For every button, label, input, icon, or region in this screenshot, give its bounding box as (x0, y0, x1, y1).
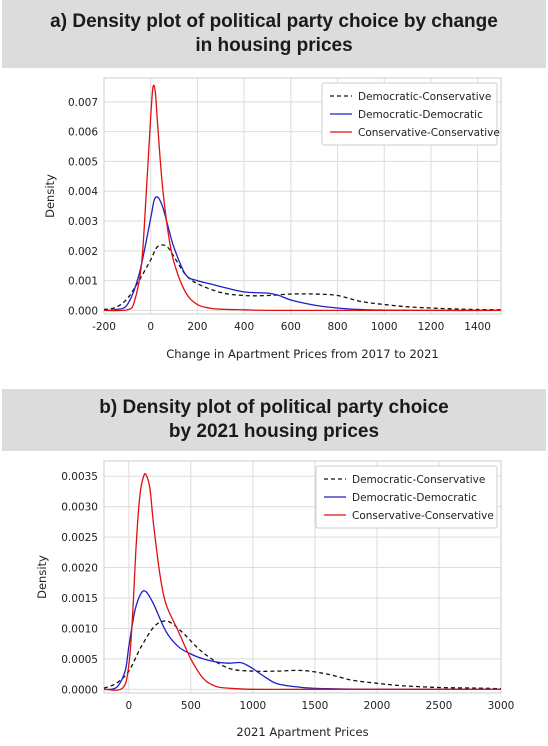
plot-frame (103, 460, 502, 694)
legend-label-2: Democratic-Democratic (352, 492, 477, 504)
legend: Democratic-Conservative Democratic-Democr… (315, 465, 498, 529)
x-axis-label: 2021 Apartment Prices (236, 725, 368, 739)
y-tick-label: 0.0000 (61, 684, 98, 696)
y-tick-label: 0.0035 (61, 471, 98, 483)
chart-b-title-line-1: b) Density plot of political party choic… (99, 397, 449, 418)
y-tick-label: 0.002 (68, 246, 98, 258)
x-tick-label: 1200 (418, 321, 445, 333)
x-tick-label: 3000 (488, 700, 515, 712)
x-tick-label: 400 (234, 321, 254, 333)
x-tick-label: 1400 (464, 321, 491, 333)
series-line-1 (103, 620, 502, 690)
x-tick-label: -200 (92, 321, 116, 333)
x-tick-label: 500 (181, 700, 201, 712)
x-tick-label: 0 (125, 700, 132, 712)
y-axis-label: Density (35, 555, 49, 599)
plot-frame (103, 77, 502, 315)
x-axis-label: Change in Apartment Prices from 2017 to … (166, 347, 439, 361)
series-line-1 (103, 244, 502, 311)
series-line-2 (103, 196, 502, 312)
legend-box (315, 465, 498, 529)
x-tick-label: 800 (328, 321, 348, 333)
x-tick-label: 0 (147, 321, 154, 333)
legend-label-3: Conservative-Conservative (358, 127, 500, 139)
x-tick-label: 1000 (371, 321, 398, 333)
chart-a-title-line-2: in housing prices (195, 35, 353, 56)
y-tick-label: 0.0025 (61, 532, 98, 544)
chart-a-title-line-1: a) Density plot of political party choic… (50, 11, 498, 32)
x-tick-label: 2500 (426, 700, 453, 712)
chart-b-title-line-2: by 2021 housing prices (168, 421, 380, 442)
chart-b-title-banner: b) Density plot of political party choic… (2, 389, 546, 451)
x-tick-label: 1500 (302, 700, 329, 712)
x-tick-label: 200 (187, 321, 207, 333)
y-tick-label: 0.0005 (61, 654, 98, 666)
x-tick-label: 600 (281, 321, 301, 333)
y-tick-label: 0.0015 (61, 593, 98, 605)
legend-label-1: Democratic-Conservative (358, 91, 491, 103)
chart-a-title-banner: a) Density plot of political party choic… (2, 0, 546, 68)
y-tick-label: 0.0030 (61, 502, 98, 514)
y-axis-label: Density (43, 174, 57, 218)
series-line-3 (103, 473, 501, 691)
legend-label-3: Conservative-Conservative (352, 510, 494, 522)
y-tick-label: 0.005 (68, 156, 98, 168)
y-tick-label: 0.006 (68, 127, 98, 139)
y-tick-label: 0.003 (68, 216, 98, 228)
x-tick-label: 2000 (364, 700, 391, 712)
y-tick-label: 0.000 (68, 305, 98, 317)
y-tick-label: 0.004 (68, 186, 98, 198)
y-tick-label: 0.0010 (61, 623, 98, 635)
series-line-3 (103, 84, 501, 312)
chart-b: 0 500 1000 1500 2000 2500 3000 0.0000 0.0005 0.00… (35, 460, 515, 739)
x-tick-label: 1000 (240, 700, 267, 712)
y-tick-label: 0.007 (68, 97, 98, 109)
y-tick-label: 0.001 (68, 276, 98, 288)
legend: Democratic-Conservative Democratic-Democr… (321, 82, 500, 146)
chart-a: -200 0 200 400 600 800 1000 1200 1400 0.000 0.001 0… (43, 77, 502, 361)
legend-label-1: Democratic-Conservative (352, 474, 485, 486)
series-line-2 (103, 590, 502, 691)
legend-box (321, 82, 498, 146)
legend-label-2: Democratic-Democratic (358, 109, 483, 121)
y-tick-label: 0.0020 (61, 563, 98, 575)
